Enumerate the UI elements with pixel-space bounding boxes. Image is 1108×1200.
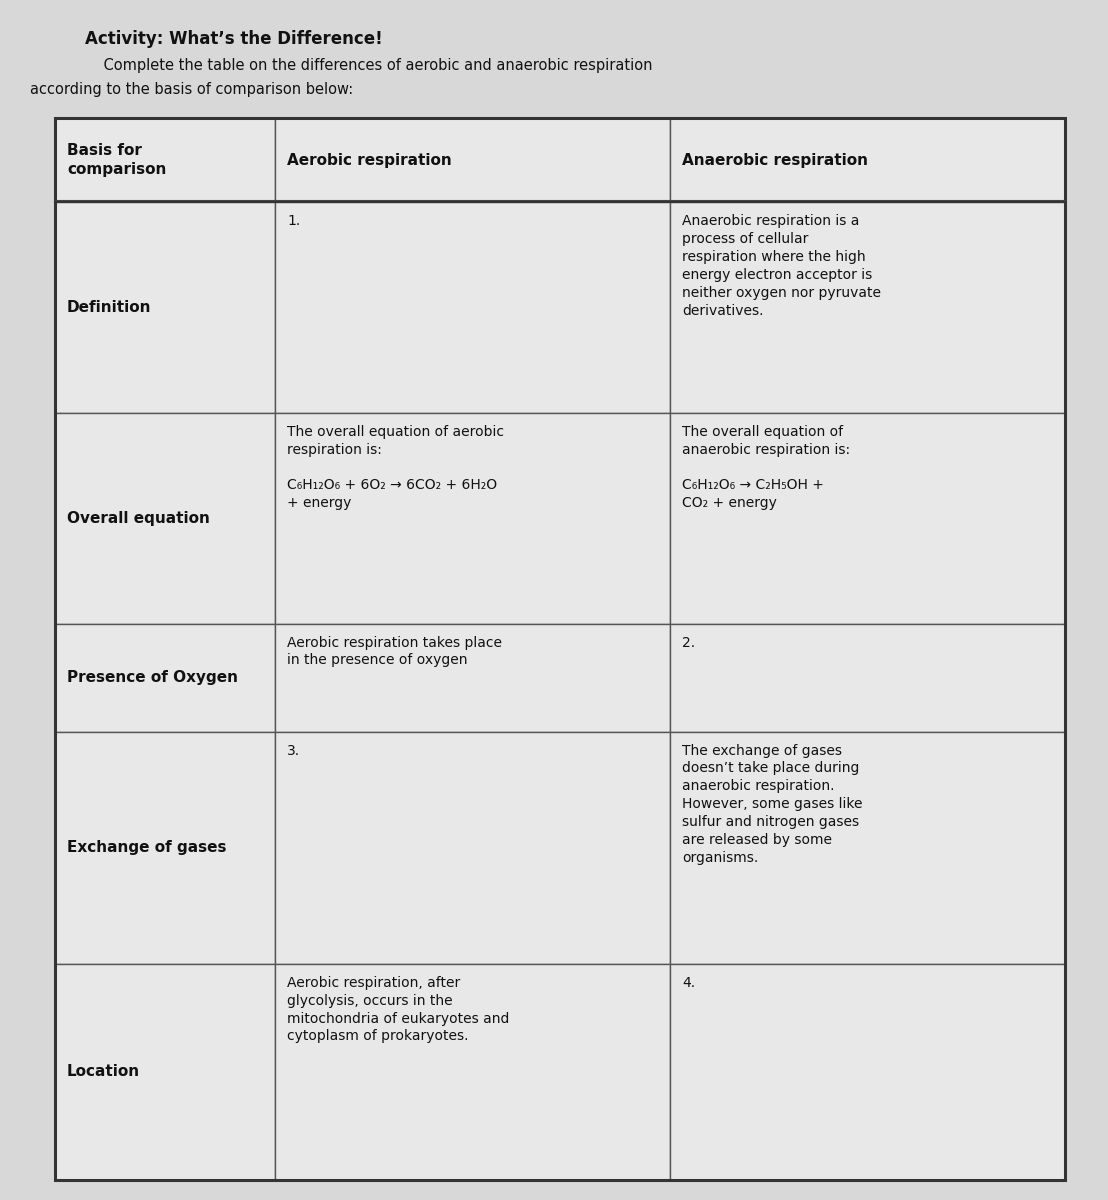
Text: Location: Location [66, 1064, 140, 1080]
Text: Complete the table on the differences of aerobic and anaerobic respiration: Complete the table on the differences of… [85, 58, 653, 73]
Bar [275, 624, 670, 732]
Bar [275, 732, 670, 964]
Text: 4.: 4. [683, 976, 695, 990]
Text: Aerobic respiration takes place
in the presence of oxygen: Aerobic respiration takes place in the p… [287, 636, 502, 667]
Bar [55, 118, 275, 203]
Bar [670, 413, 1065, 624]
Text: 3.: 3. [287, 744, 300, 757]
Text: Activity: What’s the Difference!: Activity: What’s the Difference! [85, 30, 382, 48]
Text: Overall equation: Overall equation [66, 511, 209, 526]
Bar [55, 624, 275, 732]
Text: according to the basis of comparison below:: according to the basis of comparison bel… [30, 82, 353, 97]
Text: Basis for
comparison: Basis for comparison [66, 143, 166, 178]
Text: Exchange of gases: Exchange of gases [66, 840, 226, 856]
Bar [275, 118, 670, 203]
Text: Anaerobic respiration is a
process of cellular
respiration where the high
energy: Anaerobic respiration is a process of ce… [683, 215, 881, 318]
Bar [275, 964, 670, 1180]
Bar [670, 118, 1065, 203]
Bar [670, 624, 1065, 732]
Bar [670, 732, 1065, 964]
Text: The overall equation of aerobic
respiration is:

C₆H₁₂O₆ + 6O₂ → 6CO₂ + 6H₂O
+ e: The overall equation of aerobic respirat… [287, 425, 504, 510]
Text: The exchange of gases
doesn’t take place during
anaerobic respiration.
However, : The exchange of gases doesn’t take place… [683, 744, 863, 865]
Text: Aerobic respiration, after
glycolysis, occurs in the
mitochondria of eukaryotes : Aerobic respiration, after glycolysis, o… [287, 976, 510, 1044]
Bar [670, 964, 1065, 1180]
Bar [55, 413, 275, 624]
Text: Aerobic respiration: Aerobic respiration [287, 152, 452, 168]
Text: 2.: 2. [683, 636, 695, 649]
Bar [55, 732, 275, 964]
Text: The overall equation of
anaerobic respiration is:

C₆H₁₂O₆ → C₂H₅OH +
CO₂ + ener: The overall equation of anaerobic respir… [683, 425, 850, 510]
Bar [55, 203, 275, 413]
Bar [275, 413, 670, 624]
Text: Presence of Oxygen: Presence of Oxygen [66, 670, 238, 685]
Bar [55, 118, 1065, 1180]
Bar [275, 203, 670, 413]
Text: Anaerobic respiration: Anaerobic respiration [683, 152, 868, 168]
Text: 1.: 1. [287, 215, 300, 228]
Bar [670, 203, 1065, 413]
Bar [55, 964, 275, 1180]
Text: Definition: Definition [66, 300, 152, 316]
